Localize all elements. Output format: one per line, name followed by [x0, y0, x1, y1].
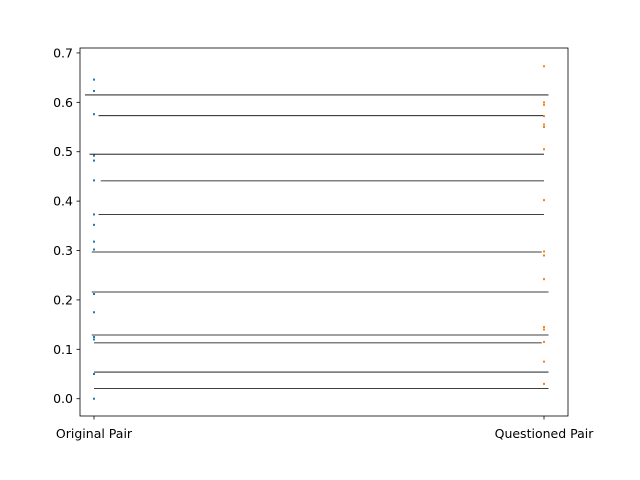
x-tick-label-0: Original Pair [56, 426, 133, 441]
point-original-11 [93, 159, 95, 162]
point-original-5 [93, 292, 95, 295]
y-tick-label-1: 0.1 [53, 342, 73, 357]
point-questioned-0 [543, 382, 545, 385]
point-original-4 [93, 311, 95, 314]
point-original-3 [93, 335, 95, 338]
x-tick-label-1: Questioned Pair [495, 426, 595, 441]
point-original-0 [93, 397, 95, 400]
point-questioned-14 [543, 101, 545, 104]
y-tick-label-4: 0.4 [53, 194, 73, 209]
point-original-2 [93, 338, 95, 341]
point-questioned-6 [543, 254, 545, 257]
point-questioned-7 [543, 250, 545, 253]
y-tick-label-7: 0.7 [53, 45, 73, 60]
point-questioned-3 [543, 328, 545, 331]
connecting-lines [85, 94, 549, 389]
point-original-7 [93, 240, 95, 243]
data-points [93, 65, 545, 400]
point-questioned-4 [543, 326, 545, 329]
point-questioned-12 [543, 115, 545, 118]
point-questioned-9 [543, 148, 545, 151]
point-original-15 [93, 78, 95, 81]
point-original-6 [93, 248, 95, 251]
plot-area-frame [79, 47, 569, 417]
point-original-9 [93, 213, 95, 216]
point-questioned-15 [543, 65, 545, 68]
point-original-1 [93, 373, 95, 376]
x-axis: Original Pair Questioned Pair [56, 416, 594, 441]
y-tick-label-5: 0.5 [53, 144, 73, 159]
point-questioned-8 [543, 199, 545, 202]
y-tick-label-2: 0.2 [53, 292, 73, 307]
point-original-10 [93, 179, 95, 182]
point-original-8 [93, 223, 95, 226]
point-questioned-1 [543, 360, 545, 363]
point-original-14 [93, 89, 95, 92]
y-axis: 0.0 0.1 0.2 0.3 0.4 0.5 0.6 0.7 [53, 45, 80, 406]
point-original-13 [93, 113, 95, 116]
y-tick-label-6: 0.6 [53, 95, 73, 110]
point-questioned-5 [543, 278, 545, 281]
point-questioned-11 [543, 123, 545, 126]
y-tick-label-3: 0.3 [53, 243, 73, 258]
y-tick-label-0: 0.0 [53, 391, 73, 406]
point-original-12 [93, 154, 95, 157]
point-questioned-13 [543, 103, 545, 106]
point-questioned-2 [543, 340, 545, 343]
point-questioned-10 [543, 126, 545, 129]
